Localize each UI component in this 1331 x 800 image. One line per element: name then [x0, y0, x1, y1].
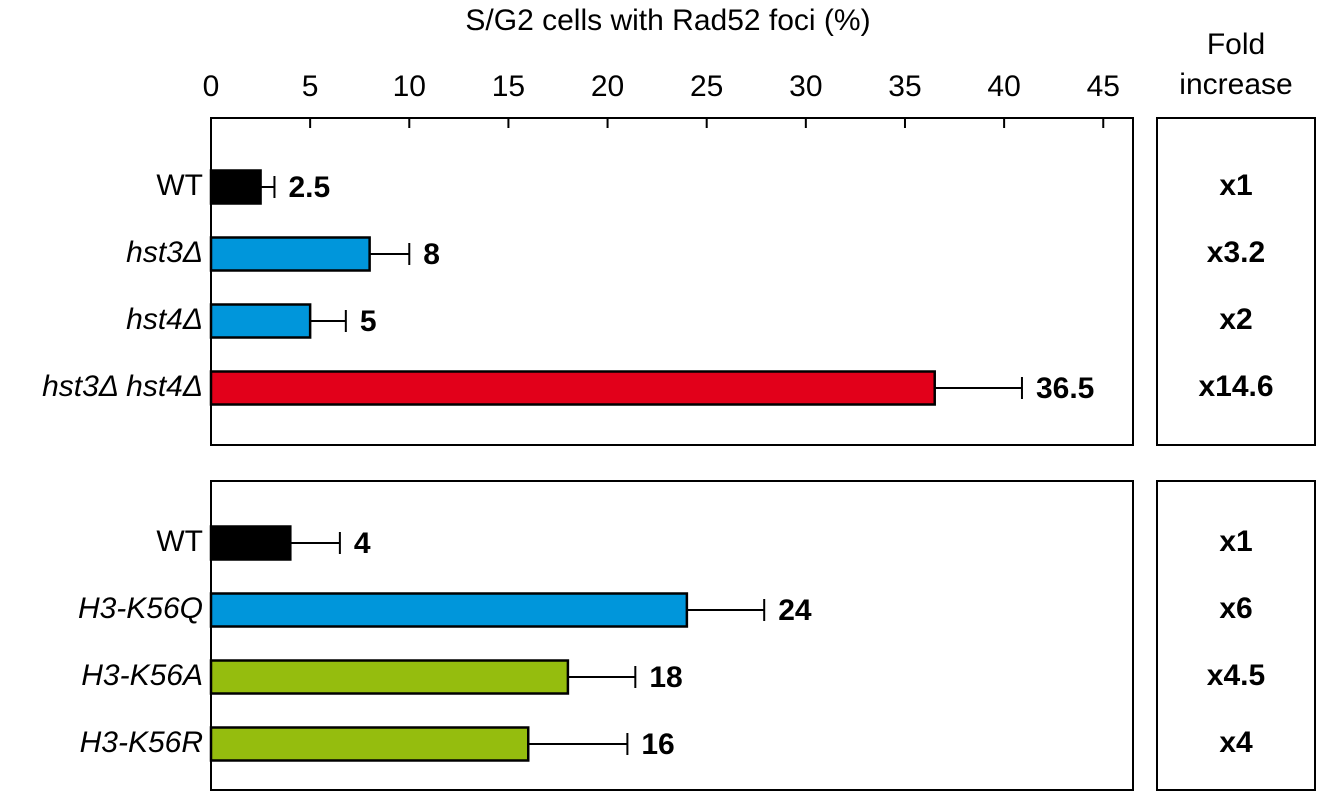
value-label: 18 — [649, 661, 682, 694]
fold-header: Fold — [1207, 28, 1265, 61]
x-tick-label: 35 — [888, 70, 921, 103]
category-label: H3-K56A — [81, 659, 203, 692]
value-label: 5 — [360, 305, 377, 338]
category-label: WT — [156, 169, 203, 202]
value-label: 2.5 — [288, 171, 330, 204]
bar — [209, 659, 570, 695]
axis-title: S/G2 cells with Rad52 foci (%) — [465, 4, 870, 37]
category-label: WT — [156, 525, 203, 558]
category-label: hst3Δ hst4Δ — [42, 370, 203, 403]
value-label: 36.5 — [1036, 372, 1094, 405]
fold-label: x4 — [1219, 726, 1253, 759]
bar — [209, 169, 262, 205]
x-tick-label: 40 — [987, 70, 1020, 103]
fold-header: increase — [1179, 68, 1292, 101]
value-label: 16 — [641, 728, 674, 761]
category-label: hst4Δ — [126, 303, 203, 336]
fold-frame — [1156, 117, 1316, 446]
category-label: hst3Δ — [126, 236, 203, 269]
panel-frame — [210, 480, 1134, 791]
x-tick-label: 15 — [492, 70, 525, 103]
bar — [209, 236, 371, 272]
x-tick-label: 20 — [591, 70, 624, 103]
x-tick-label: 45 — [1087, 70, 1120, 103]
fold-label: x2 — [1219, 303, 1252, 336]
bar — [209, 525, 292, 561]
x-tick-label: 0 — [203, 70, 220, 103]
value-label: 24 — [778, 594, 812, 627]
x-tick-label: 5 — [302, 70, 319, 103]
fold-label: x1 — [1219, 169, 1252, 202]
value-label: 4 — [354, 527, 371, 560]
value-label: 8 — [423, 238, 440, 271]
fold-label: x3.2 — [1207, 236, 1265, 269]
fold-frame — [1156, 480, 1316, 791]
bar — [209, 303, 312, 339]
x-tick-label: 30 — [789, 70, 822, 103]
x-tick-label: 10 — [393, 70, 426, 103]
bar — [209, 592, 689, 628]
x-tick-label: 25 — [690, 70, 723, 103]
category-label: H3-K56R — [80, 726, 203, 759]
fold-label: x6 — [1219, 592, 1252, 625]
bar — [209, 726, 530, 762]
fold-label: x1 — [1219, 525, 1252, 558]
panel-frame — [210, 117, 1134, 446]
fold-label: x4.5 — [1207, 659, 1265, 692]
fold-label: x14.6 — [1198, 370, 1273, 403]
bar — [209, 370, 936, 406]
category-label: H3-K56Q — [78, 592, 203, 625]
